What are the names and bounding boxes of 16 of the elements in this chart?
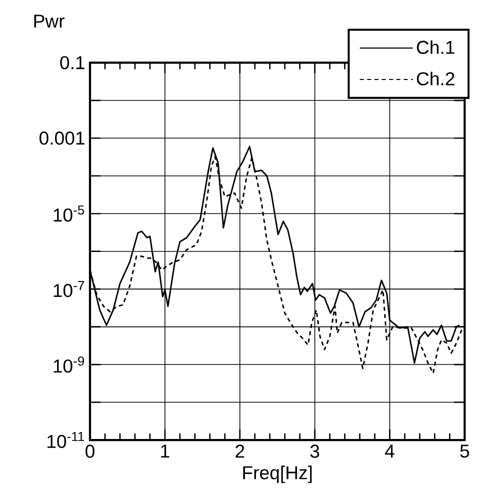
x-tick-label: 0 — [86, 444, 94, 458]
x-tick-label: 1 — [161, 444, 170, 458]
x-tick-label: 2 — [236, 444, 244, 458]
y-axis-title: Pwr — [34, 14, 64, 28]
x-tick-label: 5 — [460, 444, 470, 458]
legend-label: Ch.2 — [416, 72, 454, 86]
y-tick-label: 0.001 — [39, 132, 84, 145]
x-axis-title: Freq[Hz] — [243, 466, 312, 483]
x-tick-label: 3 — [310, 444, 320, 458]
y-tick-label: 10$^{-11}$ — [48, 432, 84, 448]
x-tick-label: 4 — [384, 444, 394, 458]
y-tick-label: 0.1 — [60, 56, 84, 70]
y-tick-label: 10$^{-9}$ — [54, 356, 84, 373]
y-tick-label: 10$^{-5}$ — [54, 206, 84, 222]
legend-label: Ch.1 — [416, 40, 454, 54]
y-tick-label: 10$^{-7}$ — [54, 281, 84, 298]
